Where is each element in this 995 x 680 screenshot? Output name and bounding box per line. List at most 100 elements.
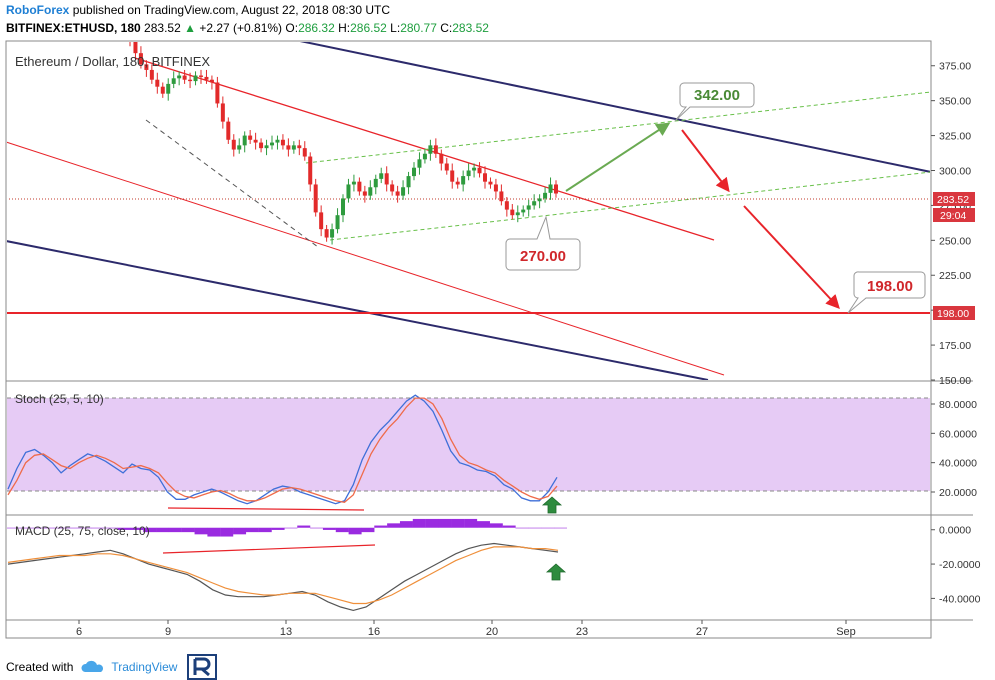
tradingview-cloud-icon — [81, 660, 104, 672]
candle-body — [461, 176, 466, 185]
macd-hist-bar — [53, 527, 67, 529]
price-tick-label: 150.00 — [939, 375, 971, 387]
macd-tick-label: 0.0000 — [939, 525, 971, 537]
candle-body — [330, 229, 335, 238]
candle-body — [401, 187, 406, 196]
candle-body — [406, 176, 411, 188]
up-arrow-icon — [545, 563, 567, 581]
candle-body — [444, 163, 449, 171]
macd-hist-bar — [130, 527, 144, 530]
macd-hist-bar — [79, 527, 93, 529]
candle-body — [483, 173, 487, 182]
navy-channel-lower[interactable] — [6, 240, 709, 380]
navy-channel-upper[interactable] — [299, 41, 931, 173]
symbol-header: BITFINEX:ETHUSD, 180 283.52 ▲ +2.27 (+0.… — [6, 21, 489, 35]
candle-body — [220, 103, 225, 122]
candle-body — [264, 145, 269, 149]
candle-body — [554, 184, 558, 194]
stoch-lines[interactable] — [7, 394, 558, 505]
candle-body — [237, 145, 242, 150]
price-axis[interactable]: 150.00175.00200.00225.00250.00275.00300.… — [931, 61, 971, 387]
time-tick-label: 6 — [76, 626, 82, 638]
up-arrow-icon — [541, 496, 563, 514]
time-tick-label: 27 — [696, 626, 708, 638]
candle-body — [324, 229, 329, 238]
candle-body — [417, 159, 422, 168]
price-tick-label: 250.00 — [939, 235, 971, 247]
time-tick-label: 20 — [486, 626, 498, 638]
macd-hist-bar — [66, 527, 80, 529]
stoch-band — [7, 398, 930, 491]
candle-body — [291, 145, 296, 150]
green-channel-lower[interactable] — [329, 171, 931, 241]
candle-body — [215, 82, 220, 104]
macd-divergence-line — [162, 544, 376, 554]
tradingview-link[interactable]: TradingView — [111, 660, 178, 674]
price-tick-label: 300.00 — [939, 165, 971, 177]
macd-hist-bar — [271, 527, 285, 530]
macd-hist-bar — [297, 525, 311, 528]
macd-hist-bar — [489, 523, 503, 528]
red-channel-lower[interactable] — [6, 141, 725, 376]
macd-hist-bar — [322, 527, 336, 530]
publisher-name[interactable]: RoboForex — [6, 3, 70, 17]
candle-body — [138, 53, 143, 65]
callout-270[interactable]: 270.00 — [505, 215, 581, 271]
candles[interactable] — [128, 32, 558, 245]
macd-hist-bar — [348, 527, 362, 535]
price-tick-label: 375.00 — [939, 61, 971, 73]
candle-body — [357, 181, 362, 192]
candle-body — [166, 83, 171, 94]
candle-body — [209, 79, 214, 83]
symbol-label: BITFINEX:ETHUSD, 180 — [6, 21, 141, 35]
time-axis[interactable]: 6 9 13 16 20 23 27 Sep — [76, 620, 856, 638]
macd-hist-bar — [168, 527, 182, 533]
red-channel-upper[interactable] — [134, 57, 715, 241]
time-tick-label: 9 — [165, 626, 171, 638]
candle-body — [270, 142, 274, 146]
candle-body — [171, 78, 176, 84]
macd-hist-bar — [528, 527, 542, 529]
candle-body — [422, 153, 427, 160]
macd-lines[interactable] — [7, 542, 559, 612]
price-change: +2.27 (+0.81%) — [199, 21, 283, 35]
current-price-tag — [933, 192, 975, 206]
candle-body — [504, 201, 509, 210]
macd-hist-bar — [554, 527, 567, 529]
macd-hist-bar — [335, 527, 349, 533]
countdown-tag-text: 29:04 — [940, 210, 966, 222]
gray-dashed-trend[interactable] — [145, 119, 319, 248]
callout-198[interactable]: 198.00 — [847, 271, 926, 314]
chart-title: Ethereum / Dollar, 180, BITFINEX — [15, 54, 210, 69]
callout-342[interactable]: 342.00 — [674, 82, 755, 122]
candle-body — [362, 191, 367, 196]
candle-body — [275, 139, 280, 143]
candle-body — [532, 201, 537, 206]
macd-histogram[interactable] — [2, 518, 567, 537]
macd-hist-bar — [245, 527, 259, 533]
candle-body — [450, 170, 455, 182]
candle-body — [149, 69, 154, 80]
stoch-tick-label: 60.0000 — [939, 428, 977, 440]
up-triangle-icon: ▲ — [184, 21, 196, 35]
macd-hist-bar — [515, 527, 529, 529]
stoch-axis[interactable]: 20.0000 40.0000 60.0000 80.0000 — [931, 399, 977, 499]
current-price-tag-text: 283.52 — [937, 194, 969, 206]
price-drawings — [6, 32, 931, 380]
macd-hist-bar — [181, 527, 195, 533]
high-value: 286.52 — [350, 21, 387, 35]
macd-axis[interactable]: -40.0000 -20.0000 0.0000 — [931, 525, 981, 606]
candle-body — [412, 167, 416, 177]
macd-hist-bar — [194, 527, 208, 535]
support-price-tag — [933, 306, 975, 320]
macd-label: MACD (25, 75, close, 10) — [15, 524, 150, 538]
callout-198-text: 198.00 — [867, 278, 913, 295]
macd-hist-bar — [412, 518, 426, 528]
publish-header: RoboForex published on TradingView.com, … — [6, 3, 390, 17]
macd-hist-bar — [27, 527, 41, 529]
candle-body — [510, 209, 515, 216]
macd-hist-bar — [541, 527, 555, 529]
candle-body — [466, 170, 471, 177]
candle-body — [182, 75, 187, 80]
